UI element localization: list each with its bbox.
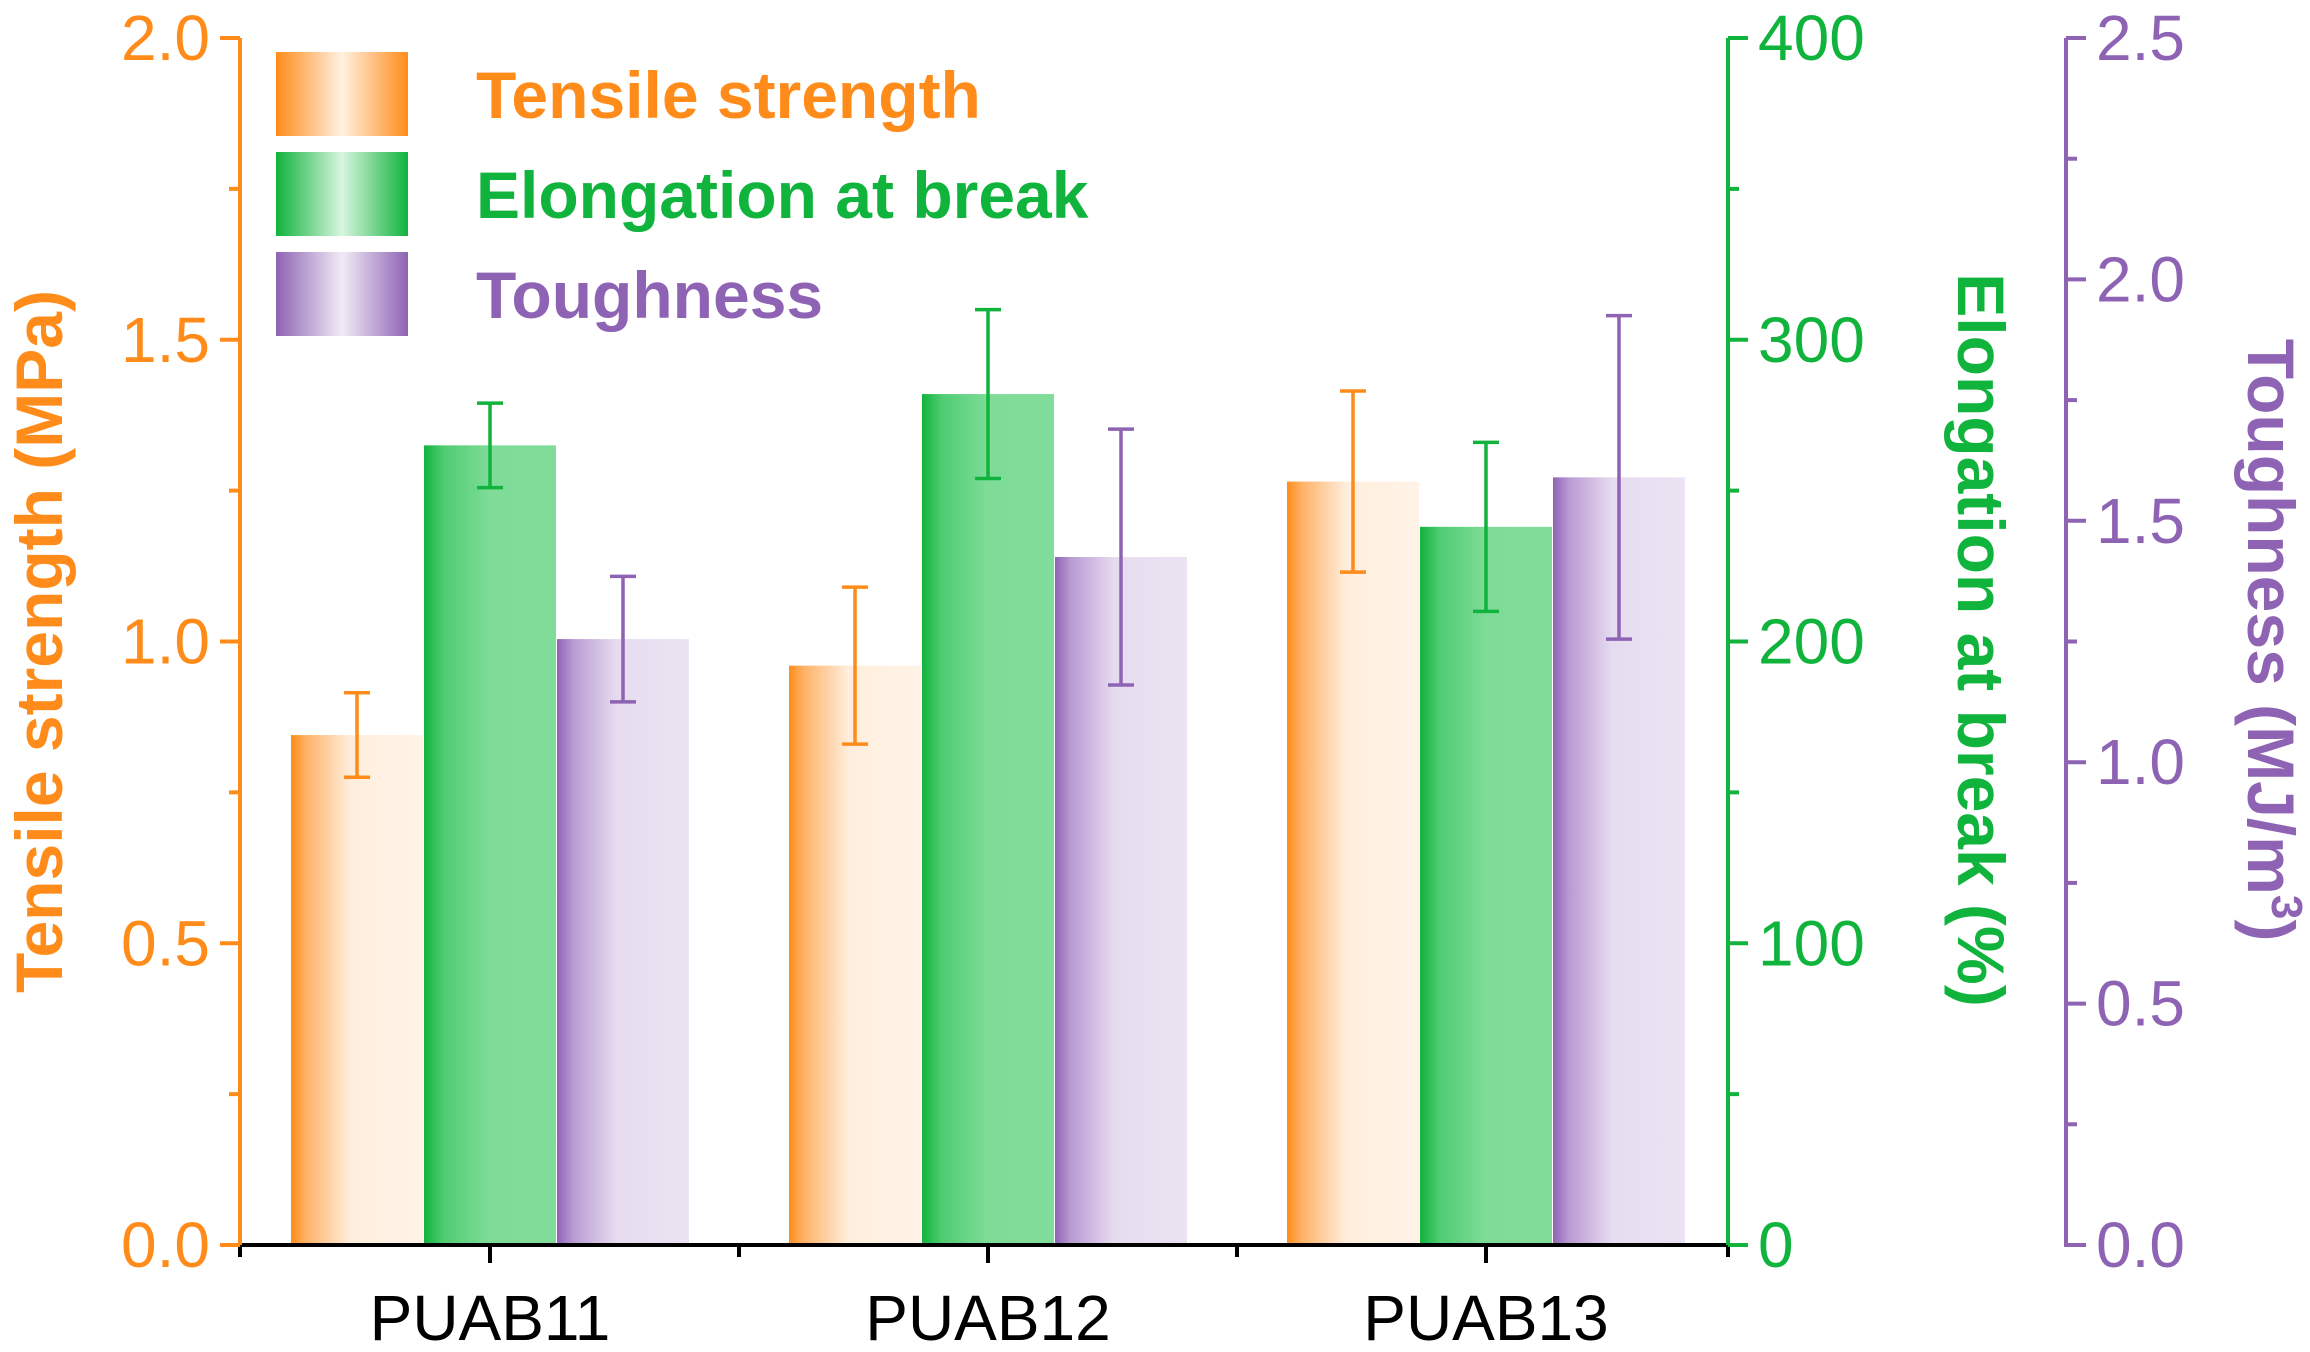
error-bar-elongation-at-break-puab11 <box>477 401 503 490</box>
legend-swatch-toughness <box>276 252 408 336</box>
right-axis-title: Elongation at break (%) <box>1944 273 2018 1006</box>
bar-elongation-at-break-puab13 <box>1420 526 1552 1245</box>
error-bar-toughness-puab13 <box>1606 313 1632 641</box>
error-bar-toughness-puab12 <box>1108 427 1134 687</box>
right-tick-label: 300 <box>1758 304 1865 376</box>
far-right-tick-label: 1.0 <box>2096 726 2185 798</box>
left-axis-title: Tensile strength (MPa) <box>2 290 76 993</box>
right-tick-label: 0 <box>1758 1209 1794 1281</box>
left-tick-label: 0.0 <box>121 1209 210 1281</box>
far-right-tick-label: 2.5 <box>2096 2 2185 74</box>
right-tick-label: 200 <box>1758 606 1865 678</box>
x-tick-label-puab13: PUAB13 <box>1363 1282 1608 1352</box>
error-bar-elongation-at-break-puab13 <box>1473 440 1499 614</box>
bar-tensile-strength-puab11 <box>291 735 423 1245</box>
bar-tensile-strength-puab12 <box>789 665 921 1245</box>
legend-label-toughness: Toughness <box>476 258 823 332</box>
far-right-tick-label: 0.5 <box>2096 968 2185 1040</box>
far-right-tick-label: 1.5 <box>2096 485 2185 557</box>
bar-elongation-at-break-puab12 <box>922 394 1054 1245</box>
error-bar-tensile-strength-puab13 <box>1340 389 1366 574</box>
error-bar-tensile-strength-puab12 <box>842 585 868 746</box>
error-bar-toughness-puab11 <box>610 574 636 704</box>
far-right-tick-label: 0.0 <box>2096 1209 2185 1281</box>
right-tick-label: 400 <box>1758 2 1865 74</box>
legend-swatch-tensile-strength <box>276 52 408 136</box>
left-tick-label: 0.5 <box>121 907 210 979</box>
legend-swatch-elongation-at-break <box>276 152 408 236</box>
legend-label-elongation-at-break: Elongation at break <box>476 158 1089 232</box>
left-tick-label: 1.5 <box>121 304 210 376</box>
left-tick-label: 2.0 <box>121 2 210 74</box>
left-tick-label: 1.0 <box>121 606 210 678</box>
error-bar-elongation-at-break-puab12 <box>975 307 1001 481</box>
error-bar-tensile-strength-puab11 <box>344 691 370 780</box>
legend-label-tensile-strength: Tensile strength <box>476 58 981 132</box>
far-right-axis-title: Toughness (MJ/m3) <box>2234 339 2310 942</box>
bar-tensile-strength-puab13 <box>1287 481 1419 1245</box>
x-tick-label-puab12: PUAB12 <box>865 1282 1110 1352</box>
right-tick-label: 100 <box>1758 907 1865 979</box>
bar-elongation-at-break-puab11 <box>424 445 556 1245</box>
bar-toughness-puab11 <box>557 639 689 1245</box>
x-tick-label-puab11: PUAB11 <box>370 1282 611 1352</box>
far-right-tick-label: 2.0 <box>2096 243 2185 315</box>
